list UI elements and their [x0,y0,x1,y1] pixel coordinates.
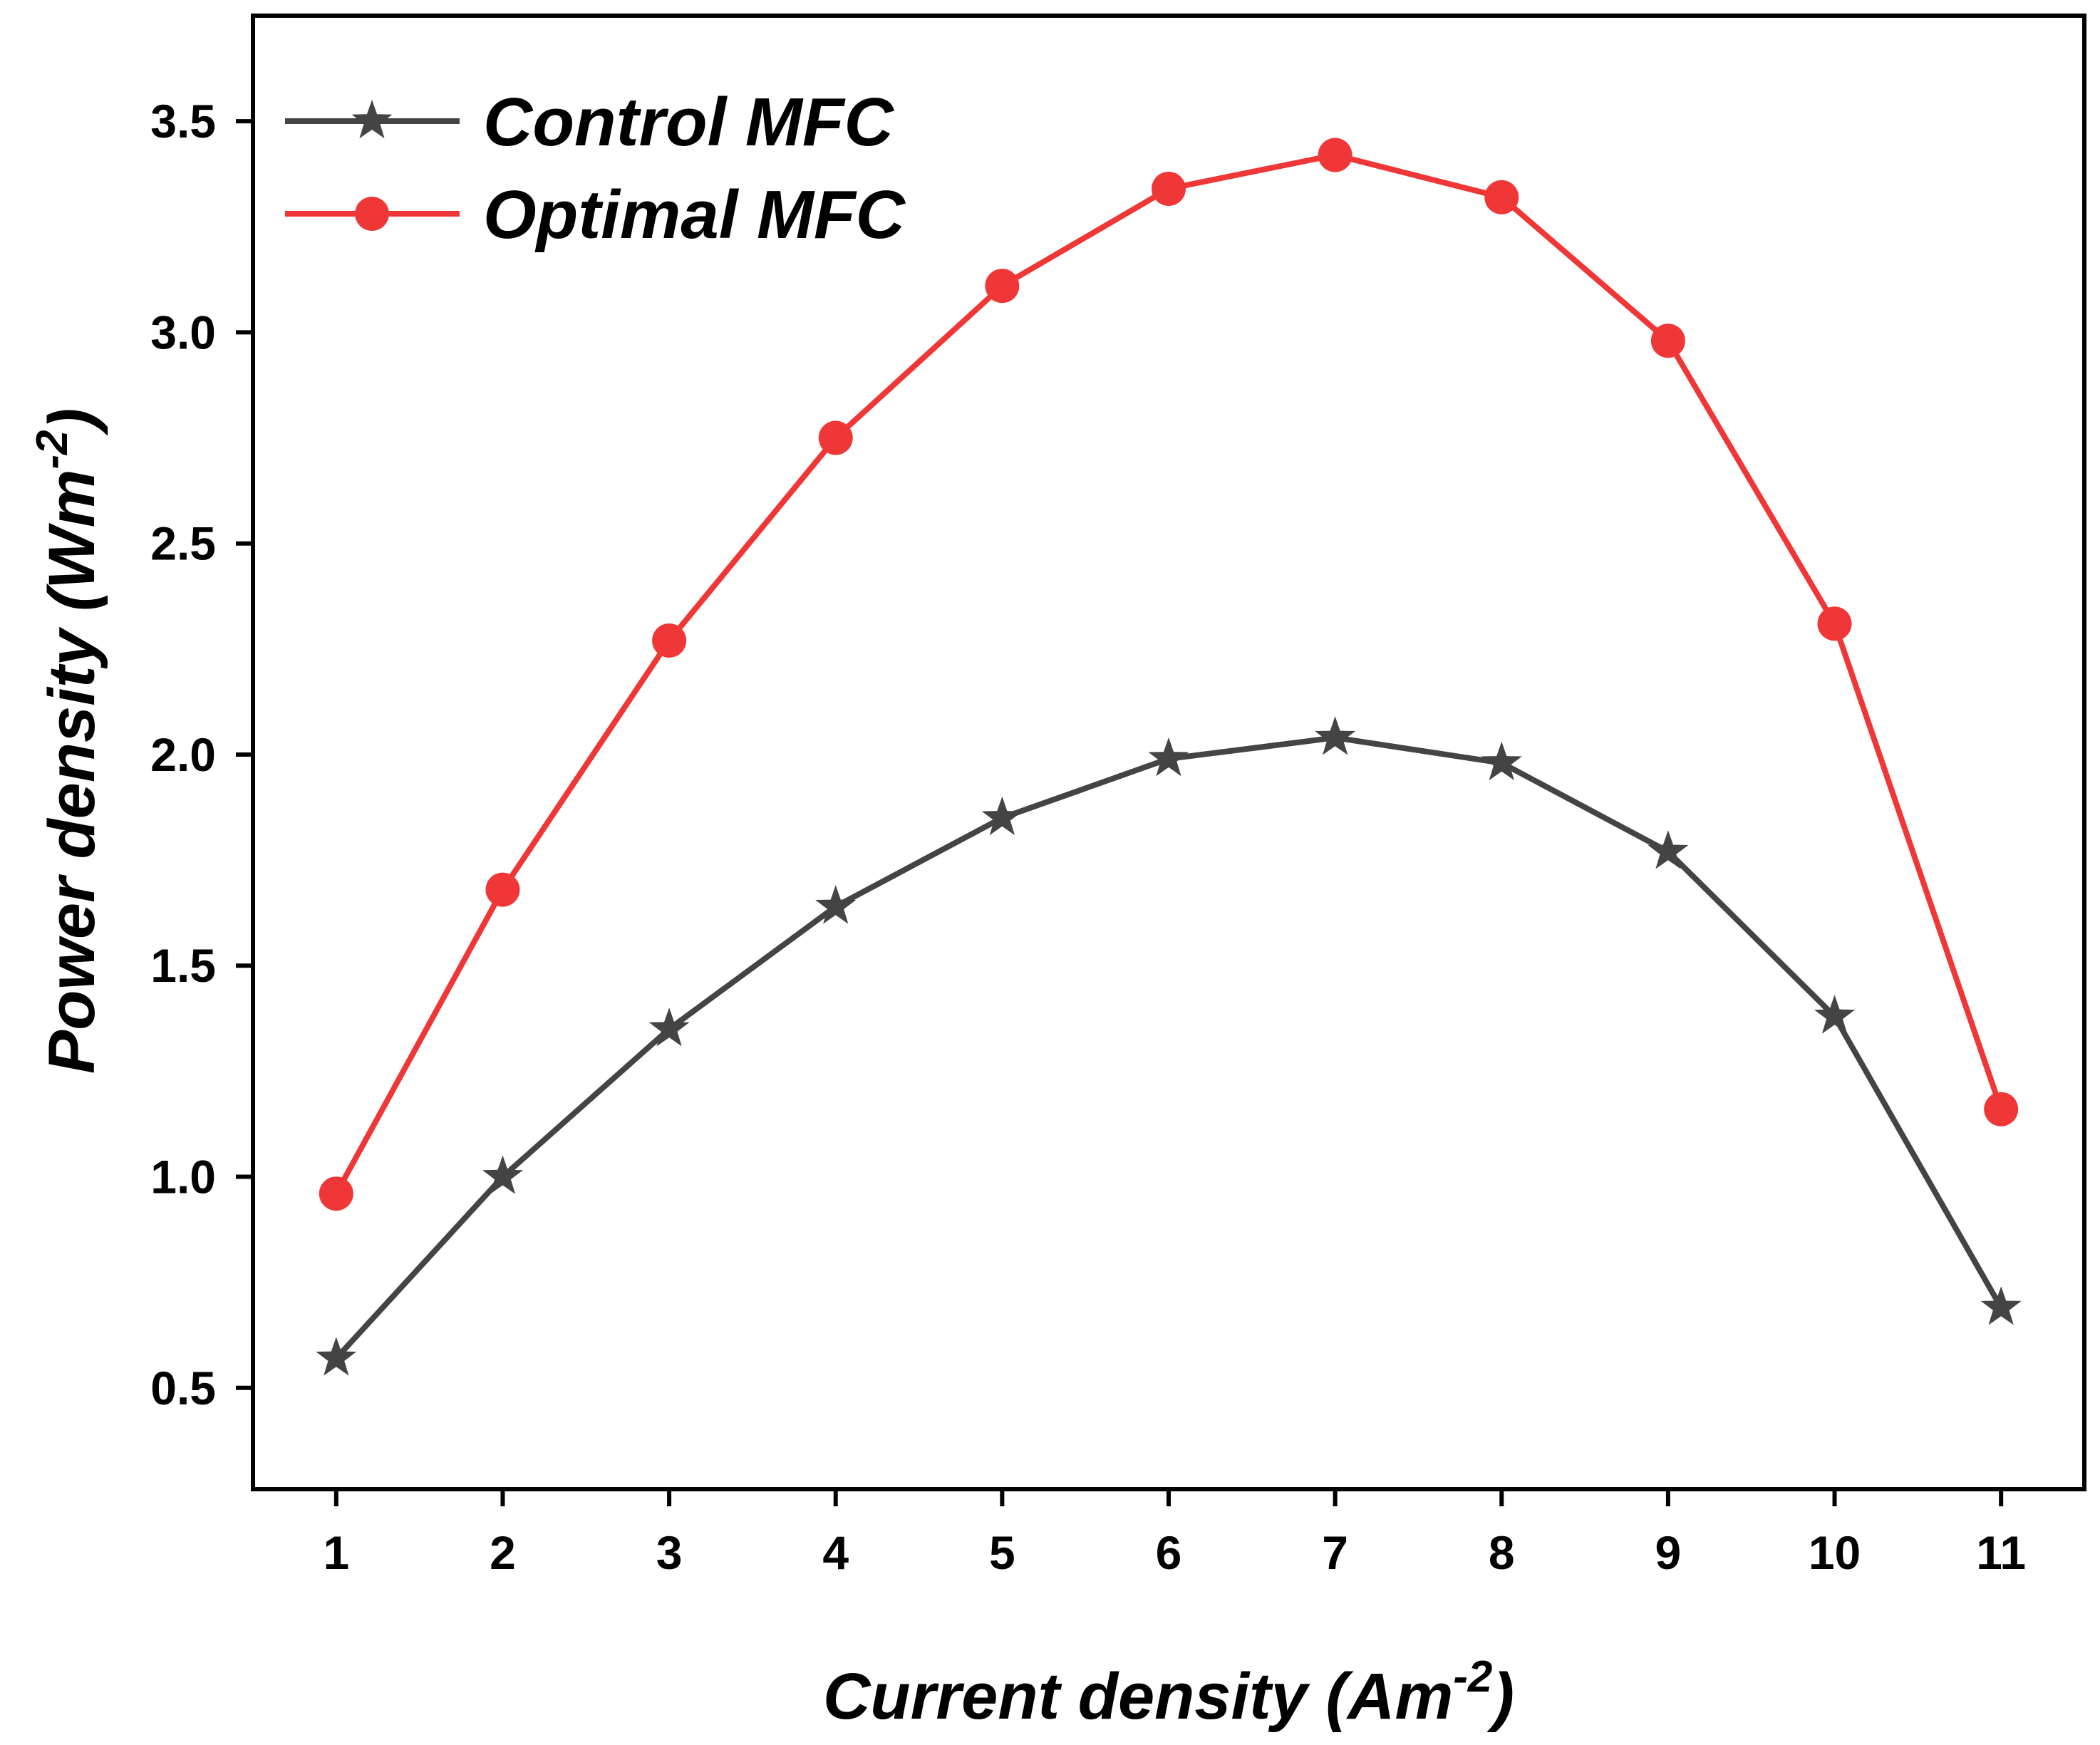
data-point-star [648,1008,690,1047]
y-tick-label: 0.5 [150,1362,216,1414]
legend-star-marker [351,100,393,139]
x-tick-label: 11 [1976,1526,2026,1579]
data-point-circle [485,872,520,907]
x-tick-label: 3 [656,1526,683,1579]
data-point-circle [1650,323,1685,358]
data-point-star [1481,741,1522,781]
data-point-star [1980,1286,2022,1325]
x-tick-label: 7 [1322,1526,1348,1579]
data-point-circle [1152,171,1186,206]
data-point-circle [319,1176,353,1211]
data-point-circle [818,420,853,455]
data-point-circle [1484,180,1519,214]
series-control-mfc [316,716,2022,1376]
data-point-star [981,796,1023,836]
series-optimal-mfc [319,138,2019,1211]
legend-circle-marker [355,197,389,231]
x-tick-label: 5 [989,1526,1015,1579]
data-point-star [1315,716,1356,755]
y-tick-label: 1.0 [150,1151,216,1203]
data-point-circle [1984,1092,2019,1127]
x-tick-label: 6 [1156,1526,1182,1579]
legend-label: Optimal MFC [483,177,906,253]
data-point-star [1148,737,1189,777]
data-point-circle [985,269,1020,304]
data-point-circle [1817,606,1852,641]
x-tick-label: 10 [1809,1526,1861,1579]
series-layer [316,138,2022,1376]
y-axis-title: Power density (Wm-2) [28,408,108,1074]
x-tick-label: 8 [1489,1526,1515,1579]
x-tick-label: 2 [490,1526,516,1579]
data-point-star [1814,995,1856,1034]
data-point-circle [1318,138,1352,172]
x-axis-title: Current density (Am-2) [823,1652,1514,1733]
x-tick-label: 1 [323,1526,349,1579]
y-tick-label: 2.0 [150,728,216,781]
y-tick-label: 3.0 [150,306,216,358]
data-point-circle [652,623,687,658]
y-tick-label: 3.5 [150,95,216,147]
legend-label: Control MFC [483,84,895,160]
legend: Control MFC Optimal MFC [285,84,906,253]
x-tick-label: 9 [1655,1526,1682,1579]
data-point-star [316,1337,357,1376]
y-tick-label: 2.5 [150,517,216,570]
x-tick-label: 4 [822,1526,849,1579]
data-point-star [1648,830,1689,869]
data-point-star [482,1155,523,1194]
axis-ticks: 1 2 3 4 5 6 7 8 9 10 11 0.5 1.0 1.5 2.0 2.5 3.0 3.5 [150,95,2026,1579]
data-point-star [815,885,857,924]
y-tick-label: 1.5 [150,939,216,992]
